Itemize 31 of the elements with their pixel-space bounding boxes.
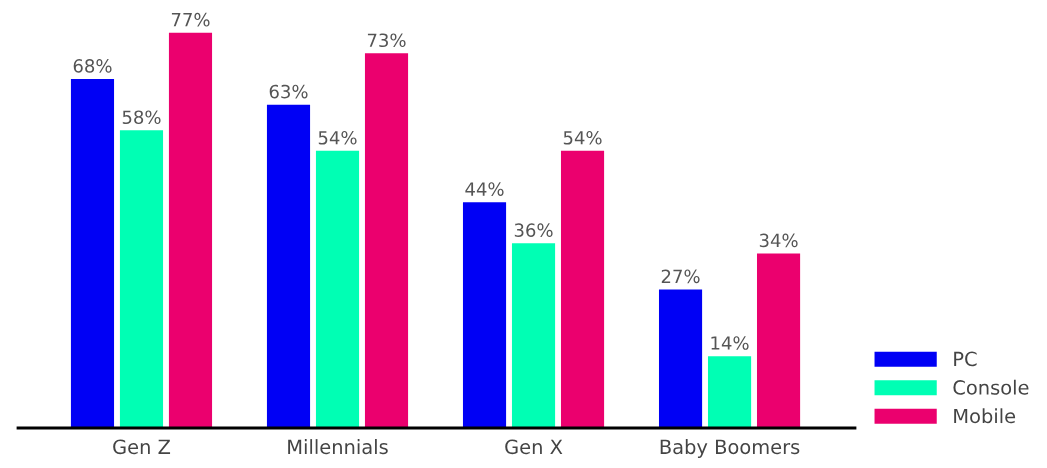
bar [266,104,311,428]
data-label: 44% [465,182,504,196]
data-label: 73% [367,33,406,48]
x-tick-label: Gen X [505,439,563,455]
bar [560,150,605,428]
data-label: 68% [73,59,112,73]
x-tick-label: Gen Z [113,439,171,455]
bar [756,253,801,428]
data-label: 54% [318,130,357,145]
data-label: 58% [122,110,161,125]
legend-label: PC [954,351,977,367]
data-label: 14% [711,336,749,350]
data-label: 54% [563,130,602,145]
x-tick-label: Millennials [288,439,388,455]
data-label: 34% [759,233,798,248]
bar [658,289,703,428]
bar [315,150,360,428]
data-label: 36% [514,223,553,237]
bar [364,53,409,428]
bar [168,32,213,428]
bar [119,130,164,428]
data-label: 77% [171,12,210,27]
bar [462,202,507,428]
bar [70,79,115,428]
bar [511,243,556,428]
data-label: 27% [661,269,700,284]
data-label: 63% [269,84,308,99]
legend-label: Mobile [954,408,1016,424]
bar [707,356,752,428]
legend-label: Console [953,379,1029,395]
x-tick-label: Baby Boomers [660,439,800,458]
